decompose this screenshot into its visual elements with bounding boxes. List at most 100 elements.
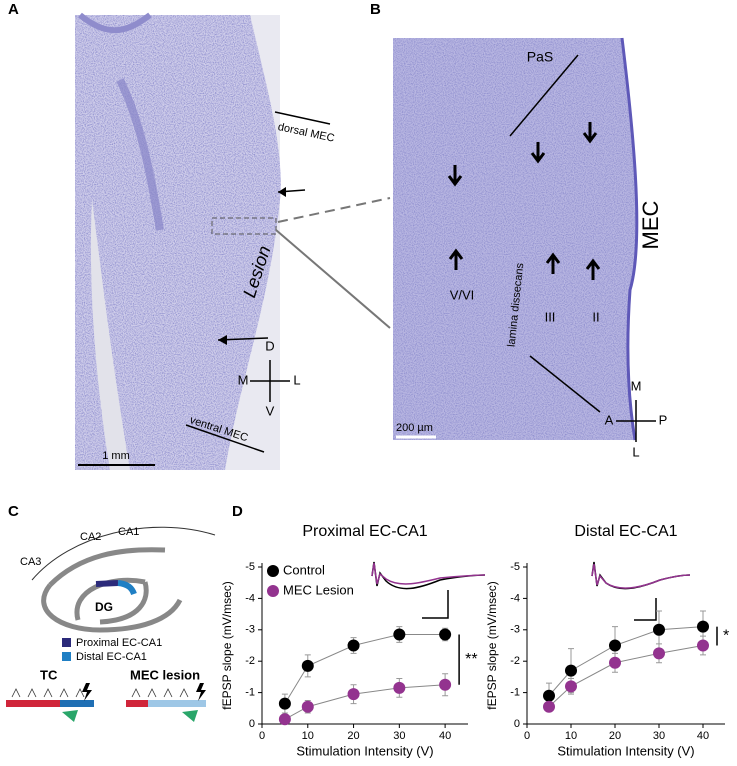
data-point <box>393 628 406 641</box>
compass-label: D <box>265 338 274 353</box>
panel-label: D <box>232 503 243 520</box>
x-axis-label: Stimulation Intensity (V) <box>296 743 433 758</box>
data-point <box>439 628 452 641</box>
layer-label: III <box>545 309 556 324</box>
arrowhead <box>218 335 227 345</box>
chart-title: Proximal EC-CA1 <box>302 523 427 540</box>
electrode <box>62 710 198 722</box>
compass-label: P <box>659 412 668 427</box>
panel-label: A <box>8 1 19 18</box>
x-tick-label: 40 <box>697 730 709 742</box>
data-point <box>347 688 360 701</box>
layer-label: II <box>592 309 599 324</box>
x-tick-label: 40 <box>439 730 451 742</box>
trace-inset <box>371 561 691 621</box>
y-tick-label: -1 <box>245 687 255 699</box>
panel-label: C <box>8 503 19 520</box>
data-point <box>301 659 314 672</box>
data-point <box>278 697 291 710</box>
scale-label: 1 mm <box>102 450 130 462</box>
x-tick-label: 0 <box>524 730 530 742</box>
y-tick-label: -3 <box>510 624 520 636</box>
data-point <box>609 656 621 669</box>
proximal-region <box>95 580 119 587</box>
data-point <box>653 647 665 660</box>
inset-box <box>211 217 277 235</box>
data-point <box>301 700 314 713</box>
arrowhead <box>278 187 286 197</box>
pial-surface <box>620 37 639 441</box>
x-tick-label: 30 <box>393 730 405 742</box>
data-point <box>609 639 621 652</box>
arrows <box>447 122 601 280</box>
y-tick-label: -2 <box>510 655 520 667</box>
legend-swatch <box>62 638 71 647</box>
tissue-texture <box>75 15 281 470</box>
data-point <box>565 680 577 693</box>
panel-b: B PaS MEC V/VI III II lamina dissecans 2… <box>370 1 667 459</box>
compass-label: M <box>238 372 249 387</box>
border-line <box>274 111 331 125</box>
zoom-line <box>277 197 391 223</box>
dg-layer <box>74 577 149 625</box>
zoom-line <box>275 229 391 329</box>
region-label: dorsal MEC <box>277 121 336 145</box>
region-label: DG <box>95 600 113 614</box>
compass-label: V <box>266 403 275 418</box>
data-point <box>653 623 665 636</box>
data-point <box>543 700 555 713</box>
y-tick-label: -3 <box>245 624 255 636</box>
panel-label: B <box>370 1 381 18</box>
region-label: PaS <box>527 49 553 65</box>
legend-label: MEC Lesion <box>283 582 354 597</box>
y-tick-label: 0 <box>249 718 255 730</box>
legend-label: Distal EC-CA1 <box>76 651 147 663</box>
chart-title: Distal EC-CA1 <box>574 523 677 540</box>
x-tick-label: 30 <box>653 730 665 742</box>
y-axis-label: fEPSP slope (mV/msec) <box>220 581 234 709</box>
significance-label: ** <box>465 651 477 668</box>
y-tick-label: -4 <box>510 592 520 604</box>
data-point <box>565 664 577 677</box>
histology-texture <box>393 38 637 440</box>
data-point <box>393 681 406 694</box>
y-tick-label: -4 <box>245 592 255 604</box>
condition-label: TC <box>40 667 58 682</box>
panel-d: D Proximal EC-CA1 Stimulation Intensity (… <box>220 503 729 758</box>
outline <box>31 526 216 581</box>
x-tick-label: 10 <box>565 730 577 742</box>
region-label: CA1 <box>118 526 139 538</box>
y-tick-label: -5 <box>245 561 255 573</box>
data-point <box>543 689 555 702</box>
panel-a: A dorsal MEC Lesion ventral MEC 1 mm D M… <box>8 1 391 470</box>
layer-label: V/VI <box>450 287 475 302</box>
compass-label: M <box>631 378 642 393</box>
ca-layer <box>48 547 166 587</box>
tissue-edge <box>78 12 152 34</box>
legend-marker <box>267 585 279 597</box>
fiber-tract <box>116 78 164 231</box>
legend-label: Proximal EC-CA1 <box>76 637 162 649</box>
region-label: CA3 <box>20 556 41 568</box>
condition-label: MEC lesion <box>130 667 200 682</box>
ca-layer <box>41 583 183 633</box>
x-tick-label: 20 <box>347 730 359 742</box>
x-tick-label: 10 <box>302 730 314 742</box>
y-tick-label: -2 <box>245 655 255 667</box>
x-tick-label: 0 <box>259 730 265 742</box>
x-axis-label: Stimulation Intensity (V) <box>557 743 694 758</box>
data-point <box>278 713 291 726</box>
compass-label: L <box>293 372 300 387</box>
border-line <box>185 424 265 453</box>
pathway-bar <box>6 700 60 707</box>
region-label: CA2 <box>80 531 101 543</box>
border-line <box>509 54 579 137</box>
scale-label: 200 µm <box>396 422 433 434</box>
y-axis-label: fEPSP slope (mV/msec) <box>485 581 499 709</box>
data-point <box>347 639 360 652</box>
region-label: MEC <box>638 200 663 249</box>
legend-label: Control <box>283 562 325 577</box>
compass-label: A <box>605 412 614 427</box>
y-tick-label: 0 <box>514 718 520 730</box>
